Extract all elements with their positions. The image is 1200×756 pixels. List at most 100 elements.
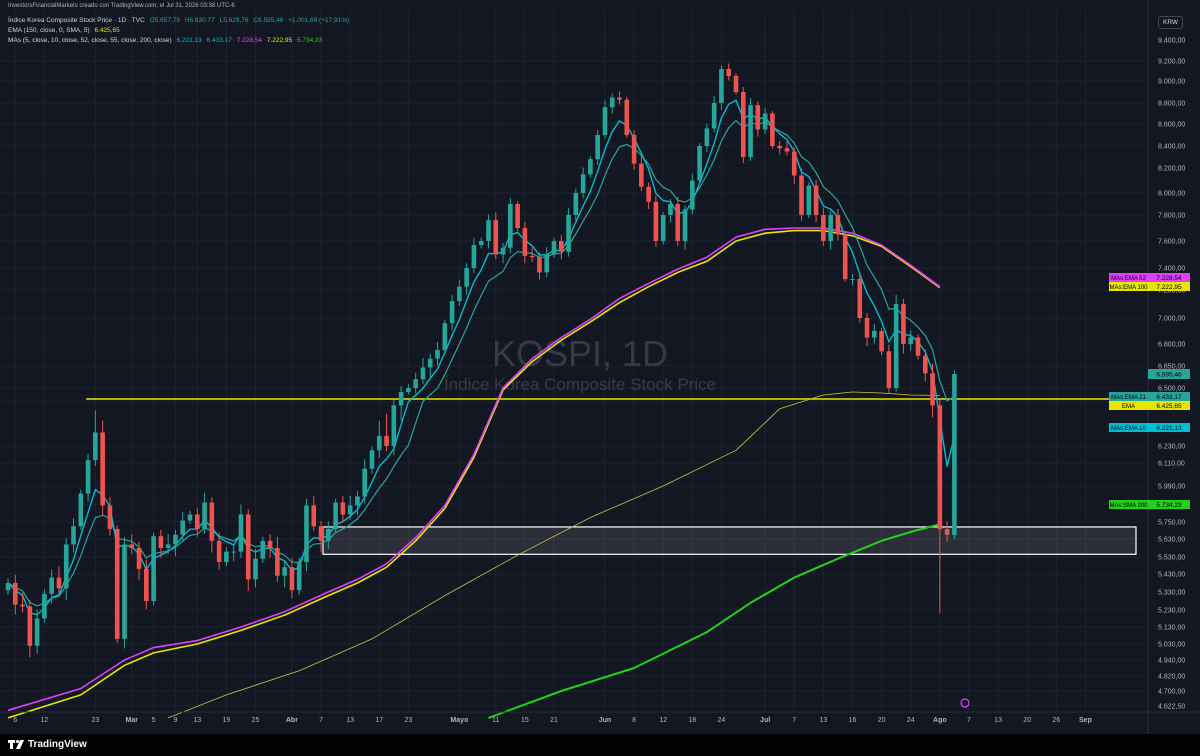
candle-body[interactable]: [908, 337, 914, 345]
candle-body[interactable]: [347, 505, 353, 515]
candle-body[interactable]: [864, 318, 870, 338]
candle-body[interactable]: [690, 180, 695, 210]
candle-body[interactable]: [857, 279, 863, 318]
candle-body[interactable]: [457, 286, 462, 302]
candle-body[interactable]: [748, 105, 753, 157]
support-zone-box[interactable]: [322, 526, 1137, 555]
candle-body[interactable]: [740, 92, 746, 157]
candle-body[interactable]: [20, 604, 25, 607]
candle-body[interactable]: [529, 255, 535, 258]
candle-body[interactable]: [609, 97, 615, 108]
candle-body[interactable]: [42, 593, 47, 619]
candle-body[interactable]: [835, 215, 841, 235]
candle-body[interactable]: [726, 69, 732, 76]
candle-body[interactable]: [216, 540, 222, 563]
candle-body[interactable]: [296, 562, 302, 591]
candle-body[interactable]: [791, 151, 797, 176]
candle-body[interactable]: [471, 245, 477, 268]
candle-body[interactable]: [5, 583, 11, 591]
candle-body[interactable]: [275, 548, 280, 576]
event-marker-icon[interactable]: [960, 698, 970, 708]
candle-body[interactable]: [333, 502, 338, 530]
candle-body[interactable]: [267, 540, 273, 548]
candle-body[interactable]: [355, 496, 360, 506]
candle-body[interactable]: [209, 502, 215, 541]
candle-body[interactable]: [318, 526, 324, 541]
candle-body[interactable]: [842, 234, 848, 280]
candle-body[interactable]: [573, 193, 579, 215]
candle-body[interactable]: [486, 220, 491, 241]
candle-body[interactable]: [376, 435, 382, 451]
candle-body[interactable]: [922, 355, 928, 374]
candle-body[interactable]: [813, 185, 819, 216]
candle-body[interactable]: [515, 204, 520, 228]
candle-body[interactable]: [56, 577, 62, 589]
candle-body[interactable]: [660, 215, 666, 241]
candle-body[interactable]: [151, 536, 156, 601]
candle-body[interactable]: [202, 502, 207, 530]
candle-body[interactable]: [238, 514, 244, 552]
candle-body[interactable]: [63, 544, 69, 589]
candle-body[interactable]: [12, 583, 18, 605]
candle-body[interactable]: [187, 514, 193, 521]
symbol-name[interactable]: Índice Korea Composite Stock Price · 1D …: [8, 17, 145, 24]
candle-body[interactable]: [544, 254, 550, 273]
candle-body[interactable]: [580, 174, 586, 193]
candle-body[interactable]: [653, 201, 659, 241]
candle-body[interactable]: [253, 558, 258, 580]
candle-body[interactable]: [799, 175, 804, 216]
candle-body[interactable]: [449, 301, 455, 324]
candle-body[interactable]: [886, 351, 892, 388]
candle-body[interactable]: [522, 228, 528, 256]
candle-body[interactable]: [930, 373, 935, 406]
candle-body[interactable]: [34, 618, 40, 646]
candle-body[interactable]: [639, 163, 644, 187]
candle-body[interactable]: [755, 105, 761, 130]
candle-body[interactable]: [508, 204, 513, 248]
candle-body[interactable]: [391, 405, 397, 446]
candle-body[interactable]: [231, 551, 236, 553]
candle-body[interactable]: [719, 69, 724, 103]
candle-body[interactable]: [770, 113, 775, 147]
candle-body[interactable]: [107, 505, 113, 530]
candle-body[interactable]: [304, 505, 309, 563]
mas-info-line[interactable]: MAs (5, close, 10, close, 52, close, 55,…: [8, 36, 325, 45]
candle-body[interactable]: [224, 551, 229, 563]
candle-body[interactable]: [180, 520, 186, 535]
candle-body[interactable]: [260, 540, 266, 559]
candle-body[interactable]: [588, 159, 593, 175]
candle-body[interactable]: [362, 468, 368, 497]
candle-body[interactable]: [173, 534, 178, 545]
candle-body[interactable]: [398, 392, 404, 406]
candle-body[interactable]: [122, 544, 127, 639]
candle-body[interactable]: [537, 257, 542, 273]
candle-body[interactable]: [879, 331, 884, 352]
candle-body[interactable]: [806, 185, 812, 216]
candle-body[interactable]: [464, 268, 469, 287]
candle-body[interactable]: [245, 514, 251, 580]
candle-body[interactable]: [85, 460, 91, 494]
candle-body[interactable]: [427, 358, 433, 368]
candle-body[interactable]: [872, 331, 877, 338]
candle-body[interactable]: [27, 606, 33, 646]
candle-body[interactable]: [129, 544, 135, 548]
candle-body[interactable]: [493, 220, 499, 255]
candle-body[interactable]: [828, 215, 833, 241]
candle-body[interactable]: [558, 241, 564, 252]
candle-body[interactable]: [136, 548, 142, 569]
candle-body[interactable]: [915, 337, 921, 356]
candle-body[interactable]: [369, 450, 375, 469]
candle-body[interactable]: [821, 215, 826, 241]
candle-body[interactable]: [944, 529, 950, 535]
candle-body[interactable]: [850, 279, 855, 280]
candle-body[interactable]: [326, 529, 331, 541]
candle-body[interactable]: [49, 577, 54, 594]
candle-body[interactable]: [595, 135, 600, 160]
candle-body[interactable]: [893, 304, 899, 388]
candle-body[interactable]: [420, 367, 426, 380]
candle-body[interactable]: [500, 247, 506, 255]
candle-body[interactable]: [551, 241, 557, 255]
currency-label[interactable]: KRW: [1158, 16, 1184, 29]
candle-body[interactable]: [282, 567, 287, 576]
